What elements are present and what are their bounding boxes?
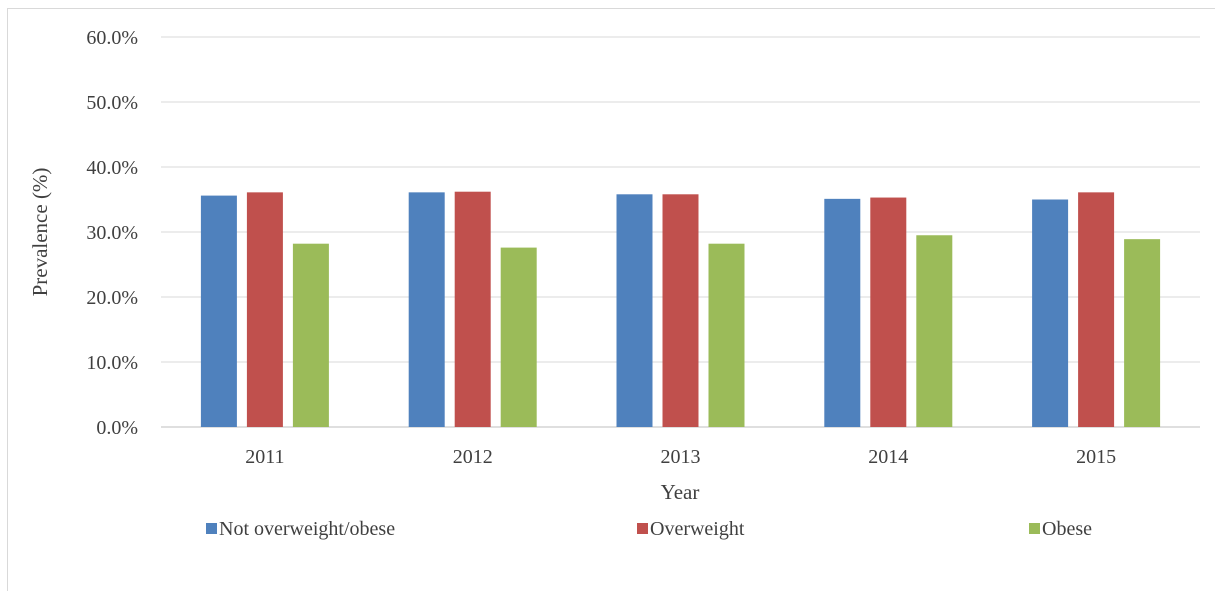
legend: Not overweight/obese Overweight Obese (206, 518, 1092, 540)
bar-not-overweight-obese-2014 (824, 198, 861, 427)
legend-swatch (637, 523, 648, 534)
bar-overweight-2013 (662, 194, 699, 427)
y-tick-label: 60.0% (86, 27, 138, 49)
legend-swatch (1029, 523, 1040, 534)
x-tick-label: 2011 (245, 446, 284, 468)
bar-not-overweight-obese-2013 (616, 194, 653, 427)
legend-item: Obese (1029, 518, 1092, 540)
bar-obese-2011 (292, 243, 329, 427)
y-tick-label: 0.0% (96, 417, 138, 439)
bar-overweight-2011 (246, 192, 283, 427)
y-tick-label: 40.0% (86, 157, 138, 179)
legend-swatch (206, 523, 217, 534)
x-tick-label: 2014 (868, 446, 908, 468)
bar-overweight-2014 (870, 197, 907, 427)
x-axis-label: Year (661, 480, 700, 504)
y-axis-label: Prevalence (%) (28, 168, 52, 297)
x-tick-label: 2012 (453, 446, 493, 468)
bar-not-overweight-obese-2011 (200, 195, 237, 427)
legend-label: Obese (1042, 518, 1092, 540)
y-axis-ticks: 0.0% 10.0% 20.0% 30.0% 40.0% 50.0% 60.0% (86, 27, 138, 439)
bar-obese-2015 (1124, 239, 1161, 427)
x-tick-label: 2015 (1076, 446, 1116, 468)
x-axis-ticks: 2011 2012 2013 2014 2015 (245, 446, 1116, 468)
bar-obese-2012 (500, 247, 537, 427)
bars (200, 191, 1161, 427)
y-tick-label: 50.0% (86, 92, 138, 114)
chart-frame (7, 8, 1215, 591)
y-tick-label: 10.0% (86, 352, 138, 374)
bar-obese-2014 (916, 235, 953, 427)
x-tick-label: 2013 (661, 446, 701, 468)
bar-overweight-2015 (1078, 192, 1115, 427)
bar-not-overweight-obese-2015 (1032, 199, 1069, 427)
y-tick-label: 30.0% (86, 222, 138, 244)
legend-label: Overweight (650, 518, 745, 540)
bar-overweight-2012 (454, 191, 491, 427)
bar-not-overweight-obese-2012 (408, 192, 445, 427)
legend-label: Not overweight/obese (219, 518, 395, 540)
y-tick-label: 20.0% (86, 287, 138, 309)
legend-item: Not overweight/obese (206, 518, 395, 540)
bar-obese-2013 (708, 243, 745, 427)
legend-item: Overweight (637, 518, 745, 540)
